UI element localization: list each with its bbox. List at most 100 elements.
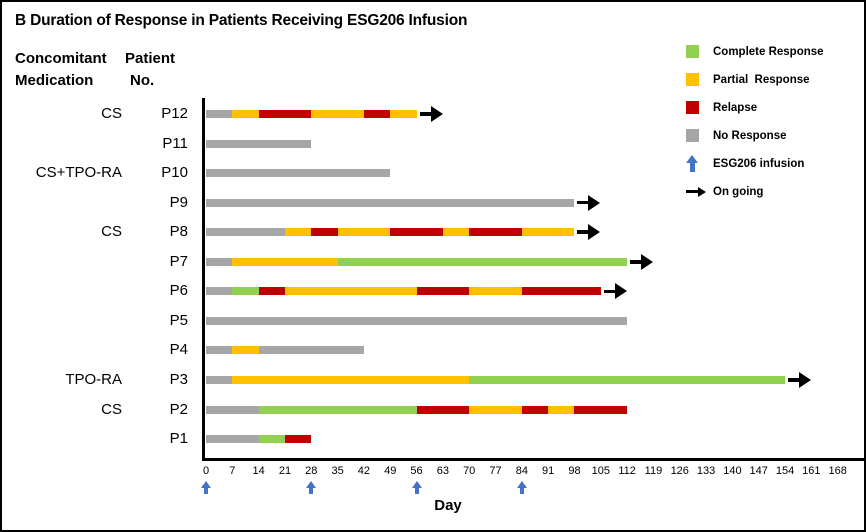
arrow-shaft [414,488,419,494]
arrow-shaft [689,163,695,172]
legend-item-no-response: No Response [686,128,824,143]
medication-label-p12: CS [101,105,122,122]
patient-label-p6: P6 [169,282,188,300]
medication-label-p2: CS [101,400,122,418]
bar-segment-partial-response [521,228,575,237]
x-tick-label-77: 77 [489,465,502,477]
legend-label: ESG206 infusion [713,157,805,170]
x-tick-label-56: 56 [410,465,423,477]
legend-marker [686,129,701,142]
complete-response-swatch [686,45,699,58]
arrow-shaft [788,378,800,382]
bar-segment-complete-response [232,287,259,296]
x-tick-label-21: 21 [278,465,292,477]
patient-label-p10: P10 [161,164,188,182]
x-tick-label-91: 91 [542,465,555,477]
x-tick-label-70: 70 [463,465,476,477]
bar-segment-relapse [363,110,391,118]
infusion-arrow-day-28 [306,481,317,494]
legend-item-esg206-infusion: ESG206 infusion [686,155,824,172]
bar-segment-relapse [574,405,628,414]
arrow-head [799,371,812,388]
bar-segment-no-response [206,375,233,384]
patient-label-p1: P1 [169,430,188,448]
patient-label-p5: P5 [169,311,188,329]
arrow-head [306,481,317,488]
x-tick-label-49: 49 [384,465,397,477]
x-tick-label-14: 14 [252,465,265,477]
bar-segment-partial-response [232,110,259,118]
x-tick-label-63: 63 [436,465,449,477]
bar-segment-relapse [521,405,549,414]
patient-column-header-line2: No. [130,72,155,89]
legend-item-complete-response: Complete Response [686,44,824,59]
x-tick-label-7: 7 [229,465,236,477]
arrow-head [698,186,706,197]
bar-segment-no-response [206,139,312,148]
arrow-head [588,224,601,241]
x-tick-label-84: 84 [515,465,528,477]
bar-segment-no-response [206,198,575,207]
medication-label-p10: CS+TPO-RA [35,164,122,182]
legend-label: Relapse [713,101,758,114]
infusion-arrow-day-84 [516,481,527,494]
bar-segment-relapse [416,287,470,296]
legend-marker [686,101,701,114]
x-tick-label-42: 42 [357,465,371,477]
bar-segment-partial-response [337,228,391,237]
medication-label-p3: TPO-RA [65,370,122,388]
bar-segment-no-response [206,405,259,414]
ongoing-arrow-p8 [577,224,601,241]
x-axis-title: Day [434,497,462,514]
x-tick-label-119: 119 [644,465,663,477]
bar-segment-relapse [469,228,522,237]
arrow-shaft [419,112,431,116]
ongoing-arrow-p6 [603,283,627,300]
bar-segment-partial-response [232,375,470,384]
arrow-shaft [309,488,314,494]
legend-marker [686,186,706,197]
legend: Complete Response Partial Response Relapse… [686,44,824,199]
bar-segment-partial-response [390,110,417,118]
arrow-head [430,106,443,122]
arrow-head [201,481,211,488]
infusion-arrow-day-56 [411,481,422,494]
legend-item-on-going: On going [686,184,824,199]
x-tick-label-147: 147 [749,465,768,477]
infusion-arrow-day-0 [201,481,211,494]
bar-segment-no-response [206,316,628,325]
bar-segment-complete-response [258,405,417,414]
x-tick-label-126: 126 [670,465,689,477]
bar-segment-partial-response [311,110,364,118]
ongoing-arrow-p7 [630,253,654,270]
legend-label: On going [713,185,764,198]
x-tick-label-168: 168 [828,465,847,477]
bar-segment-relapse [521,287,601,296]
bar-segment-no-response [206,228,285,237]
arrow-head [588,194,601,211]
arrow-shaft [204,488,208,494]
x-tick-label-133: 133 [696,465,716,477]
relapse-swatch [686,101,699,114]
bar-segment-partial-response [442,228,470,237]
bar-segment-relapse [390,228,443,237]
legend-label: Complete Response [713,45,824,58]
arrow-head [614,283,627,300]
no-response-swatch [686,129,699,142]
on-going-arrow-icon [686,186,706,197]
arrow-head [516,481,527,488]
x-tick-label-161: 161 [802,465,821,477]
bar-segment-complete-response [469,375,786,384]
x-tick-label-154: 154 [775,465,795,477]
medication-column-header-line2: Medication [15,72,94,89]
legend-marker [686,155,701,172]
patient-label-p7: P7 [169,252,188,270]
ongoing-arrow-p9 [577,194,601,211]
bar-segment-partial-response [232,346,259,355]
medication-column-header-line1: Concomitant [15,50,107,67]
ongoing-arrow-p3 [788,371,812,388]
x-tick-label-35: 35 [331,465,344,477]
x-tick-label-98: 98 [568,465,581,477]
legend-item-partial-response: Partial Response [686,72,824,87]
